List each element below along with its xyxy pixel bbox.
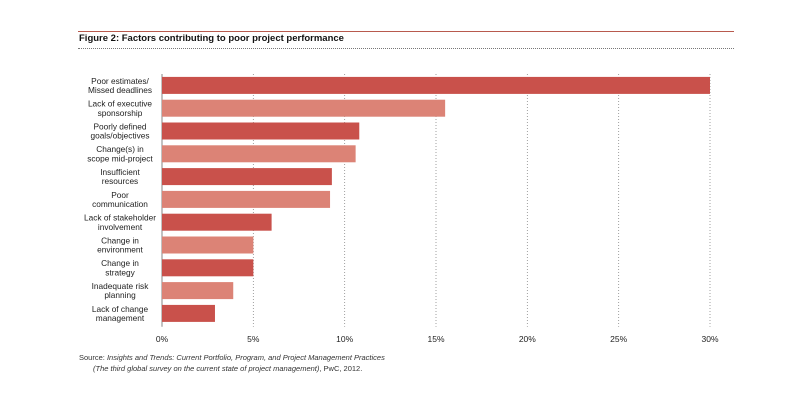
figure-title: Figure 2: Factors contributing to poor p… <box>79 33 344 44</box>
source-prefix: Source: <box>79 353 107 362</box>
x-tick-label: 10% <box>336 334 353 344</box>
title-top-rule <box>78 31 734 32</box>
category-label: Lack of executive sponsorship <box>88 99 152 118</box>
bar <box>162 282 234 300</box>
x-tick-label: 15% <box>427 334 444 344</box>
bar <box>162 145 356 163</box>
bar <box>162 236 254 254</box>
category-label: Lack of stakeholder involvement <box>84 213 156 232</box>
source-title-line1: Insights and Trends: Current Portfolio, … <box>106 353 385 362</box>
bar <box>162 190 331 208</box>
x-tick-label: 20% <box>519 334 536 344</box>
bar <box>162 76 710 94</box>
bar <box>162 99 446 117</box>
bar <box>162 213 272 231</box>
source-title-line2: (The third global survey on the current … <box>93 364 320 373</box>
x-tick-label: 0% <box>156 334 169 344</box>
category-label: Poor estimates/Missed deadlines <box>88 76 152 95</box>
category-label: Poor communication <box>92 190 148 209</box>
x-tick-label: 30% <box>701 334 718 344</box>
category-label: Change in environment <box>97 235 143 254</box>
category-label: Inadequate risk planning <box>92 281 150 300</box>
bar <box>162 259 254 277</box>
category-label: Lack of change management <box>92 304 149 323</box>
source-note: Source: Insights and Trends: Current Por… <box>79 352 385 374</box>
x-tick-label: 5% <box>247 334 260 344</box>
source-suffix: , PwC, 2012. <box>319 364 363 373</box>
title-dotted-rule <box>78 48 734 49</box>
category-label: Insufficient resources <box>100 167 140 186</box>
bar <box>162 168 332 186</box>
category-label: Change in strategy <box>101 258 139 277</box>
category-label: Poorly defined goals/objectives <box>90 121 149 140</box>
x-tick-label: 25% <box>610 334 627 344</box>
category-label: Change(s) in scope mid-project <box>87 144 153 163</box>
bar <box>162 122 360 140</box>
bar <box>162 304 215 322</box>
